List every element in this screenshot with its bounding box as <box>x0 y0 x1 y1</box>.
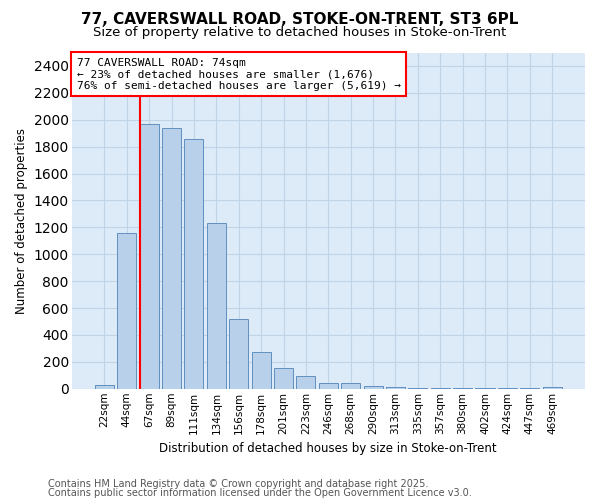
Bar <box>341 382 360 389</box>
Bar <box>319 382 338 389</box>
Bar <box>118 234 136 389</box>
Bar <box>409 388 427 389</box>
Y-axis label: Number of detached properties: Number of detached properties <box>15 128 28 314</box>
Text: 77 CAVERSWALL ROAD: 74sqm
← 23% of detached houses are smaller (1,676)
76% of se: 77 CAVERSWALL ROAD: 74sqm ← 23% of detac… <box>77 58 401 90</box>
Bar <box>386 386 405 389</box>
Bar <box>296 376 316 389</box>
Bar <box>207 224 226 389</box>
Bar <box>251 352 271 389</box>
Bar <box>453 388 472 389</box>
Text: Contains public sector information licensed under the Open Government Licence v3: Contains public sector information licen… <box>48 488 472 498</box>
Bar <box>184 140 203 389</box>
Text: Size of property relative to detached houses in Stoke-on-Trent: Size of property relative to detached ho… <box>94 26 506 39</box>
Bar <box>431 388 450 389</box>
Bar <box>274 368 293 389</box>
Bar <box>542 386 562 389</box>
X-axis label: Distribution of detached houses by size in Stoke-on-Trent: Distribution of detached houses by size … <box>160 442 497 455</box>
Bar <box>162 128 181 389</box>
Bar <box>229 319 248 389</box>
Bar <box>95 384 114 389</box>
Bar <box>364 386 383 389</box>
Bar <box>140 124 159 389</box>
Text: Contains HM Land Registry data © Crown copyright and database right 2025.: Contains HM Land Registry data © Crown c… <box>48 479 428 489</box>
Text: 77, CAVERSWALL ROAD, STOKE-ON-TRENT, ST3 6PL: 77, CAVERSWALL ROAD, STOKE-ON-TRENT, ST3… <box>82 12 518 28</box>
